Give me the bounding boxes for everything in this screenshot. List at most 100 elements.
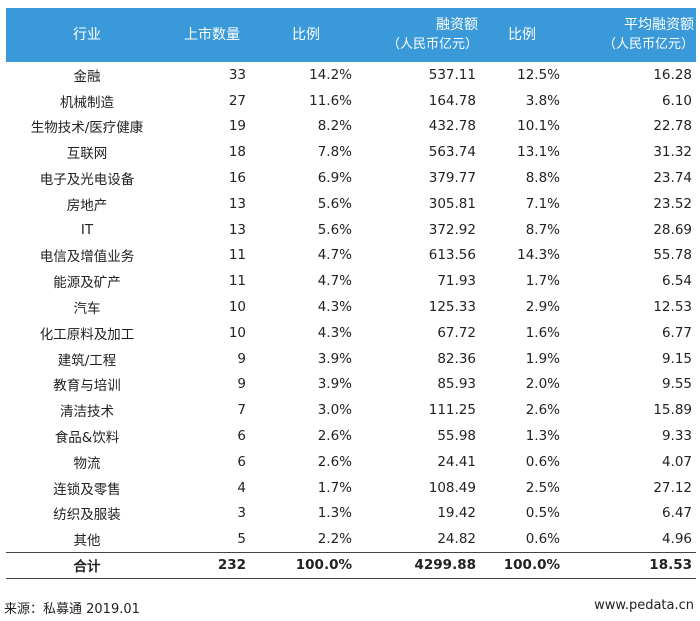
- cell-listed-count: 13: [228, 195, 246, 212]
- cell-ratio-financing: 2.5%: [525, 479, 560, 496]
- cell-financing: 125.33: [428, 299, 476, 316]
- header-listed-count: 上市数量: [184, 27, 240, 43]
- cell-ratio-financing: 1.3%: [525, 428, 560, 445]
- cell-avg-financing: 4.07: [661, 453, 692, 470]
- header-ratio-count: 比例: [292, 27, 320, 43]
- cell-industry: 连锁及零售: [53, 481, 121, 498]
- cell-financing: 24.41: [437, 453, 476, 470]
- table-row: 互联网 18 7.8% 563.74 13.1% 31.32: [6, 139, 696, 165]
- header-avg-financing: 平均融资额 （人民币亿元）: [564, 8, 696, 62]
- cell-avg-financing: 6.47: [661, 505, 692, 522]
- total-row: 合计 232 100.0% 4299.88 100.0% 18.53: [6, 552, 696, 579]
- cell-financing: 108.49: [428, 479, 476, 496]
- cell-industry: 能源及矿产: [53, 275, 121, 292]
- cell-ratio-financing: 2.9%: [525, 299, 560, 316]
- cell-listed-count: 9: [237, 376, 246, 393]
- header-financing: 融资额 （人民币亿元）: [356, 8, 480, 62]
- cell-listed-count: 6: [237, 453, 246, 470]
- cell-ratio-financing: 10.1%: [517, 118, 560, 135]
- cell-financing: 613.56: [428, 247, 476, 264]
- cell-listed-count: 11: [228, 247, 246, 264]
- header-financing-unit: （人民币亿元）: [386, 37, 478, 52]
- table-header: 行业 上市数量 比例 融资额 （人民币亿元） 比例 平均融资额 （人民币亿元）: [6, 8, 696, 62]
- total-ratio-count: 100.0%: [295, 557, 352, 574]
- cell-ratio-count: 8.2%: [317, 118, 352, 135]
- cell-financing: 71.93: [437, 273, 476, 290]
- table-row: 能源及矿产 11 4.7% 71.93 1.7% 6.54: [6, 268, 696, 294]
- cell-ratio-count: 1.3%: [317, 505, 352, 522]
- cell-listed-count: 10: [228, 324, 246, 341]
- cell-ratio-financing: 2.0%: [525, 376, 560, 393]
- cell-avg-financing: 9.33: [661, 428, 692, 445]
- table-body: 金融 33 14.2% 537.11 12.5% 16.28 机械制造 27 11.6% 164.…: [6, 62, 696, 552]
- cell-listed-count: 18: [228, 144, 246, 161]
- cell-industry: 教育与培训: [53, 378, 121, 395]
- table-row: 电子及光电设备 16 6.9% 379.77 8.8% 23.74: [6, 165, 696, 191]
- table-row: 生物技术/医疗健康 19 8.2% 432.78 10.1% 22.78: [6, 114, 696, 140]
- cell-ratio-count: 3.9%: [317, 350, 352, 367]
- cell-ratio-financing: 1.9%: [525, 350, 560, 367]
- table-row: 汽车 10 4.3% 125.33 2.9% 12.53: [6, 294, 696, 320]
- cell-financing: 111.25: [428, 402, 476, 419]
- cell-ratio-financing: 0.5%: [525, 505, 560, 522]
- header-ratio-financing: 比例: [508, 27, 536, 43]
- cell-avg-financing: 27.12: [653, 479, 692, 496]
- ipo-industry-table-container: 行业 上市数量 比例 融资额 （人民币亿元） 比例 平均融资额 （人民币亿元） …: [6, 8, 696, 579]
- table-row: 机械制造 27 11.6% 164.78 3.8% 6.10: [6, 88, 696, 114]
- cell-avg-financing: 23.52: [653, 195, 692, 212]
- site-url: www.pedata.cn: [594, 598, 694, 613]
- total-financing: 4299.88: [414, 557, 477, 574]
- cell-financing: 379.77: [428, 170, 476, 187]
- cell-listed-count: 11: [228, 273, 246, 290]
- cell-ratio-financing: 0.6%: [525, 453, 560, 470]
- cell-listed-count: 6: [237, 428, 246, 445]
- cell-ratio-count: 2.2%: [317, 530, 352, 547]
- table-row: 房地产 13 5.6% 305.81 7.1% 23.52: [6, 191, 696, 217]
- cell-industry: 其他: [73, 532, 101, 549]
- cell-ratio-count: 2.6%: [317, 428, 352, 445]
- cell-avg-financing: 15.89: [653, 402, 692, 419]
- header-avg-financing-unit: （人民币亿元）: [602, 37, 694, 52]
- header-financing-label: 融资额: [436, 17, 478, 33]
- cell-industry: 建筑/工程: [57, 352, 117, 369]
- header-avg-financing-label: 平均融资额: [624, 17, 694, 33]
- total-count: 232: [217, 557, 246, 574]
- cell-ratio-count: 3.9%: [317, 376, 352, 393]
- cell-avg-financing: 6.77: [661, 324, 692, 341]
- cell-avg-financing: 9.15: [661, 350, 692, 367]
- cell-avg-financing: 31.32: [653, 144, 692, 161]
- cell-industry: 化工原料及加工: [39, 326, 135, 343]
- cell-ratio-financing: 8.7%: [525, 221, 560, 238]
- cell-avg-financing: 55.78: [653, 247, 692, 264]
- cell-avg-financing: 9.55: [661, 376, 692, 393]
- table-row: 食品&饮料 6 2.6% 55.98 1.3% 9.33: [6, 423, 696, 449]
- table-row: 物流 6 2.6% 24.41 0.6% 4.07: [6, 449, 696, 475]
- table-row: 其他 5 2.2% 24.82 0.6% 4.96: [6, 526, 696, 552]
- source-note: 来源：私募通 2019.01: [4, 602, 140, 617]
- cell-ratio-financing: 12.5%: [517, 66, 560, 83]
- cell-ratio-financing: 1.6%: [525, 324, 560, 341]
- cell-listed-count: 16: [228, 170, 246, 187]
- cell-financing: 164.78: [428, 92, 476, 109]
- cell-avg-financing: 22.78: [653, 118, 692, 135]
- cell-financing: 19.42: [437, 505, 476, 522]
- cell-ratio-financing: 7.1%: [525, 195, 560, 212]
- cell-ratio-count: 1.7%: [317, 479, 352, 496]
- table-row: 电信及增值业务 11 4.7% 613.56 14.3% 55.78: [6, 243, 696, 269]
- cell-financing: 563.74: [428, 144, 476, 161]
- cell-listed-count: 9: [237, 350, 246, 367]
- cell-industry: 房地产: [66, 197, 108, 214]
- table-row: 纺织及服装 3 1.3% 19.42 0.5% 6.47: [6, 501, 696, 527]
- cell-ratio-count: 4.7%: [317, 247, 352, 264]
- table-row: 化工原料及加工 10 4.3% 67.72 1.6% 6.77: [6, 320, 696, 346]
- cell-ratio-financing: 8.8%: [525, 170, 560, 187]
- table-total: 合计 232 100.0% 4299.88 100.0% 18.53: [6, 552, 696, 579]
- cell-listed-count: 3: [237, 505, 246, 522]
- total-label: 合计: [73, 559, 101, 576]
- cell-ratio-financing: 1.7%: [525, 273, 560, 290]
- cell-industry: 清洁技术: [60, 404, 114, 421]
- cell-ratio-financing: 14.3%: [517, 247, 560, 264]
- table-row: 建筑/工程 9 3.9% 82.36 1.9% 9.15: [6, 346, 696, 372]
- cell-listed-count: 13: [228, 221, 246, 238]
- cell-listed-count: 5: [237, 530, 246, 547]
